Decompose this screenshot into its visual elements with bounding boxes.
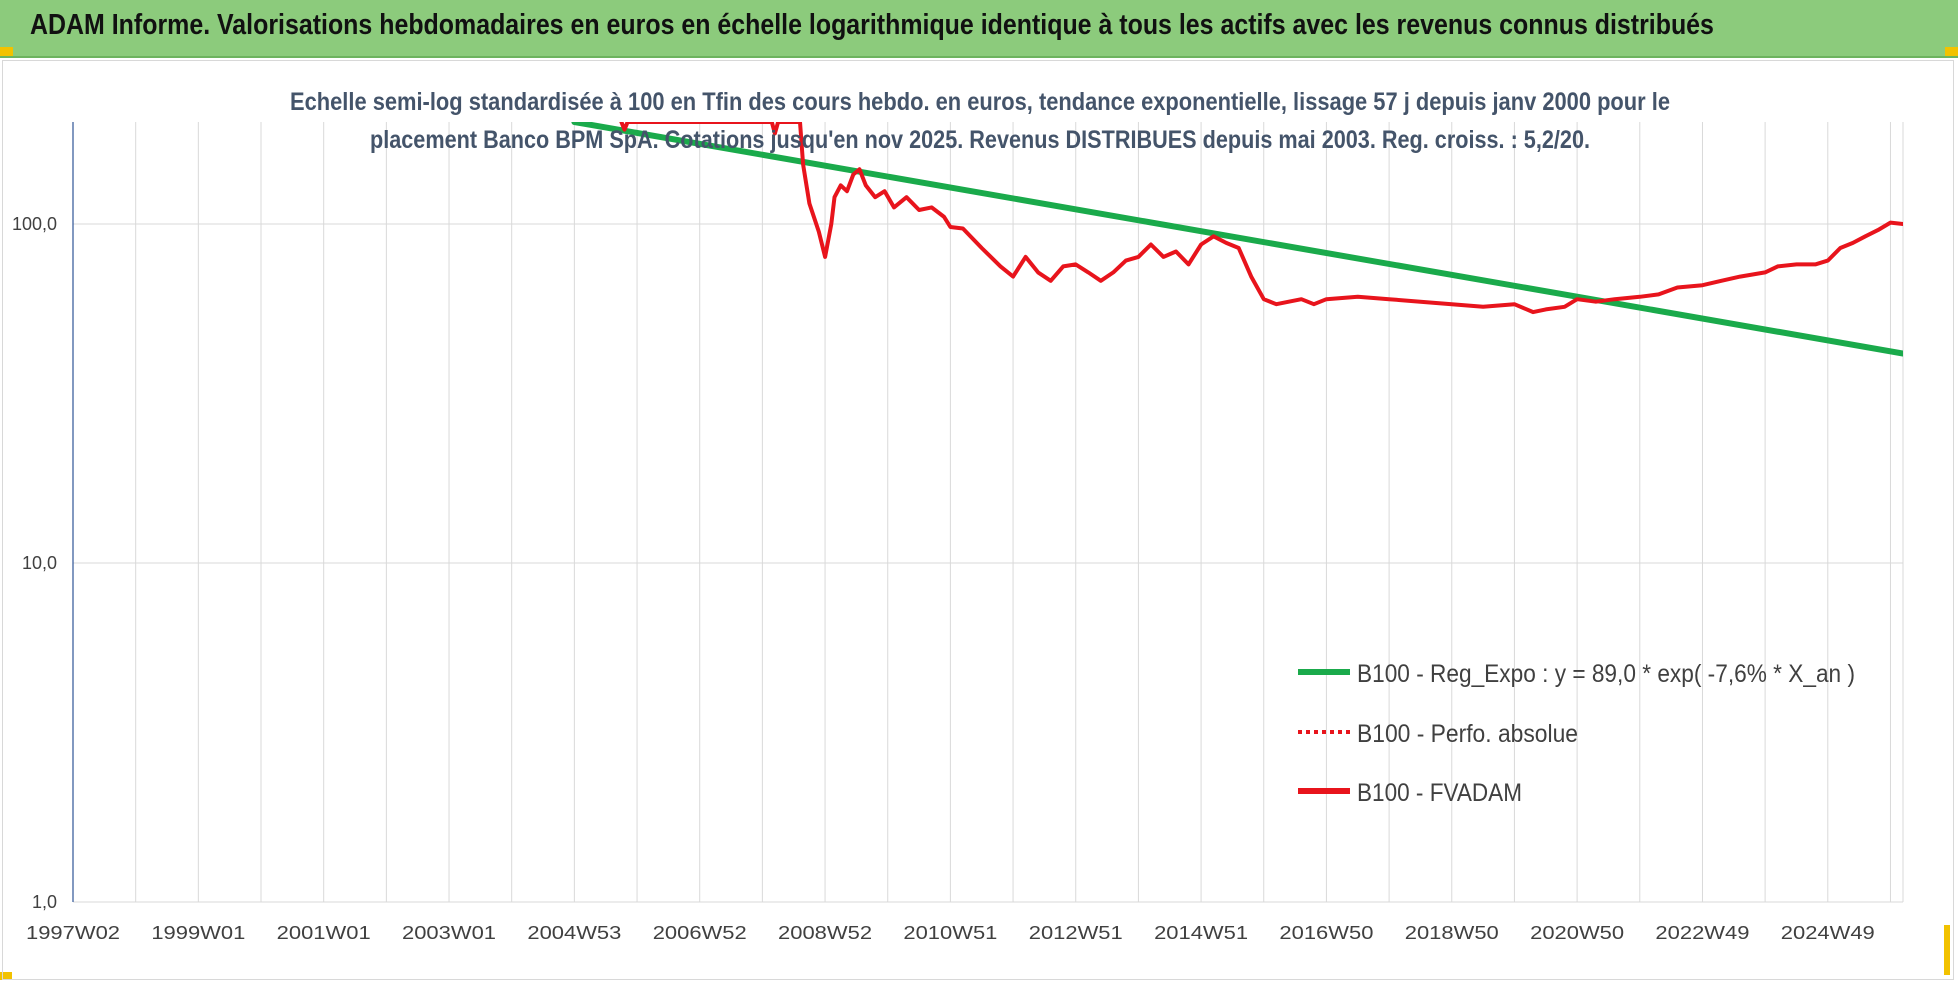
subtitle-line-2: placement Banco BPM SpA. Cotations jusqu…	[370, 126, 1590, 154]
grid	[73, 122, 1904, 903]
page-title: ADAM Informe. Valorisations hebdomadaire…	[30, 9, 1714, 41]
x-tick-label: 2008W52	[778, 923, 872, 943]
legend-label-perfo-absolue: B100 - Perfo. absolue	[1357, 720, 1578, 748]
x-tick-label: 2004W53	[527, 923, 621, 943]
legend: B100 - Reg_Expo : y = 89,0 * exp( -7,6% …	[1298, 660, 1855, 807]
corner-marker-top-left	[0, 47, 13, 56]
x-tick-label: 2016W50	[1279, 923, 1373, 943]
plot-area	[571, 122, 1903, 357]
x-tick-label: 2022W49	[1655, 923, 1749, 943]
chart-subtitle: Echelle semi-log standardisée à 100 en T…	[290, 88, 1670, 154]
y-tick-label: 100,0	[12, 214, 57, 234]
x-tick-label: 1997W02	[26, 923, 120, 943]
x-tick-label: 2024W49	[1781, 923, 1875, 943]
subtitle-line-1: Echelle semi-log standardisée à 100 en T…	[290, 88, 1670, 116]
title-banner: ADAM Informe. Valorisations hebdomadaire…	[0, 0, 1958, 58]
x-tick-label: 2012W51	[1029, 923, 1123, 943]
x-tick-label: 1999W01	[151, 923, 245, 943]
x-tick-label: 2020W50	[1530, 923, 1624, 943]
y-axis-ticks: 1,0 10,0 100,0	[12, 214, 57, 912]
legend-label-fvadam: B100 - FVADAM	[1357, 779, 1522, 807]
x-tick-label: 2003W01	[402, 923, 496, 943]
x-tick-label: 2001W01	[277, 923, 371, 943]
x-tick-label: 2010W51	[903, 923, 997, 943]
corner-marker-bottom-right	[1944, 925, 1950, 975]
y-tick-label: 10,0	[22, 553, 57, 573]
corner-marker-bottom-left	[0, 972, 12, 980]
series-trend-line	[571, 122, 1903, 357]
x-axis-ticks: 1997W02 1999W01 2001W01 2003W01 2004W53 2006W…	[26, 923, 1875, 943]
x-tick-label: 2006W52	[653, 923, 747, 943]
x-tick-label: 2014W51	[1154, 923, 1248, 943]
y-tick-label: 1,0	[32, 892, 57, 912]
corner-marker-top-right	[1945, 47, 1958, 56]
x-tick-label: 2018W50	[1405, 923, 1499, 943]
legend-label-trend: B100 - Reg_Expo : y = 89,0 * exp( -7,6% …	[1357, 660, 1855, 688]
chart-frame	[2, 60, 1954, 980]
series-fvadam-line	[619, 122, 1903, 315]
